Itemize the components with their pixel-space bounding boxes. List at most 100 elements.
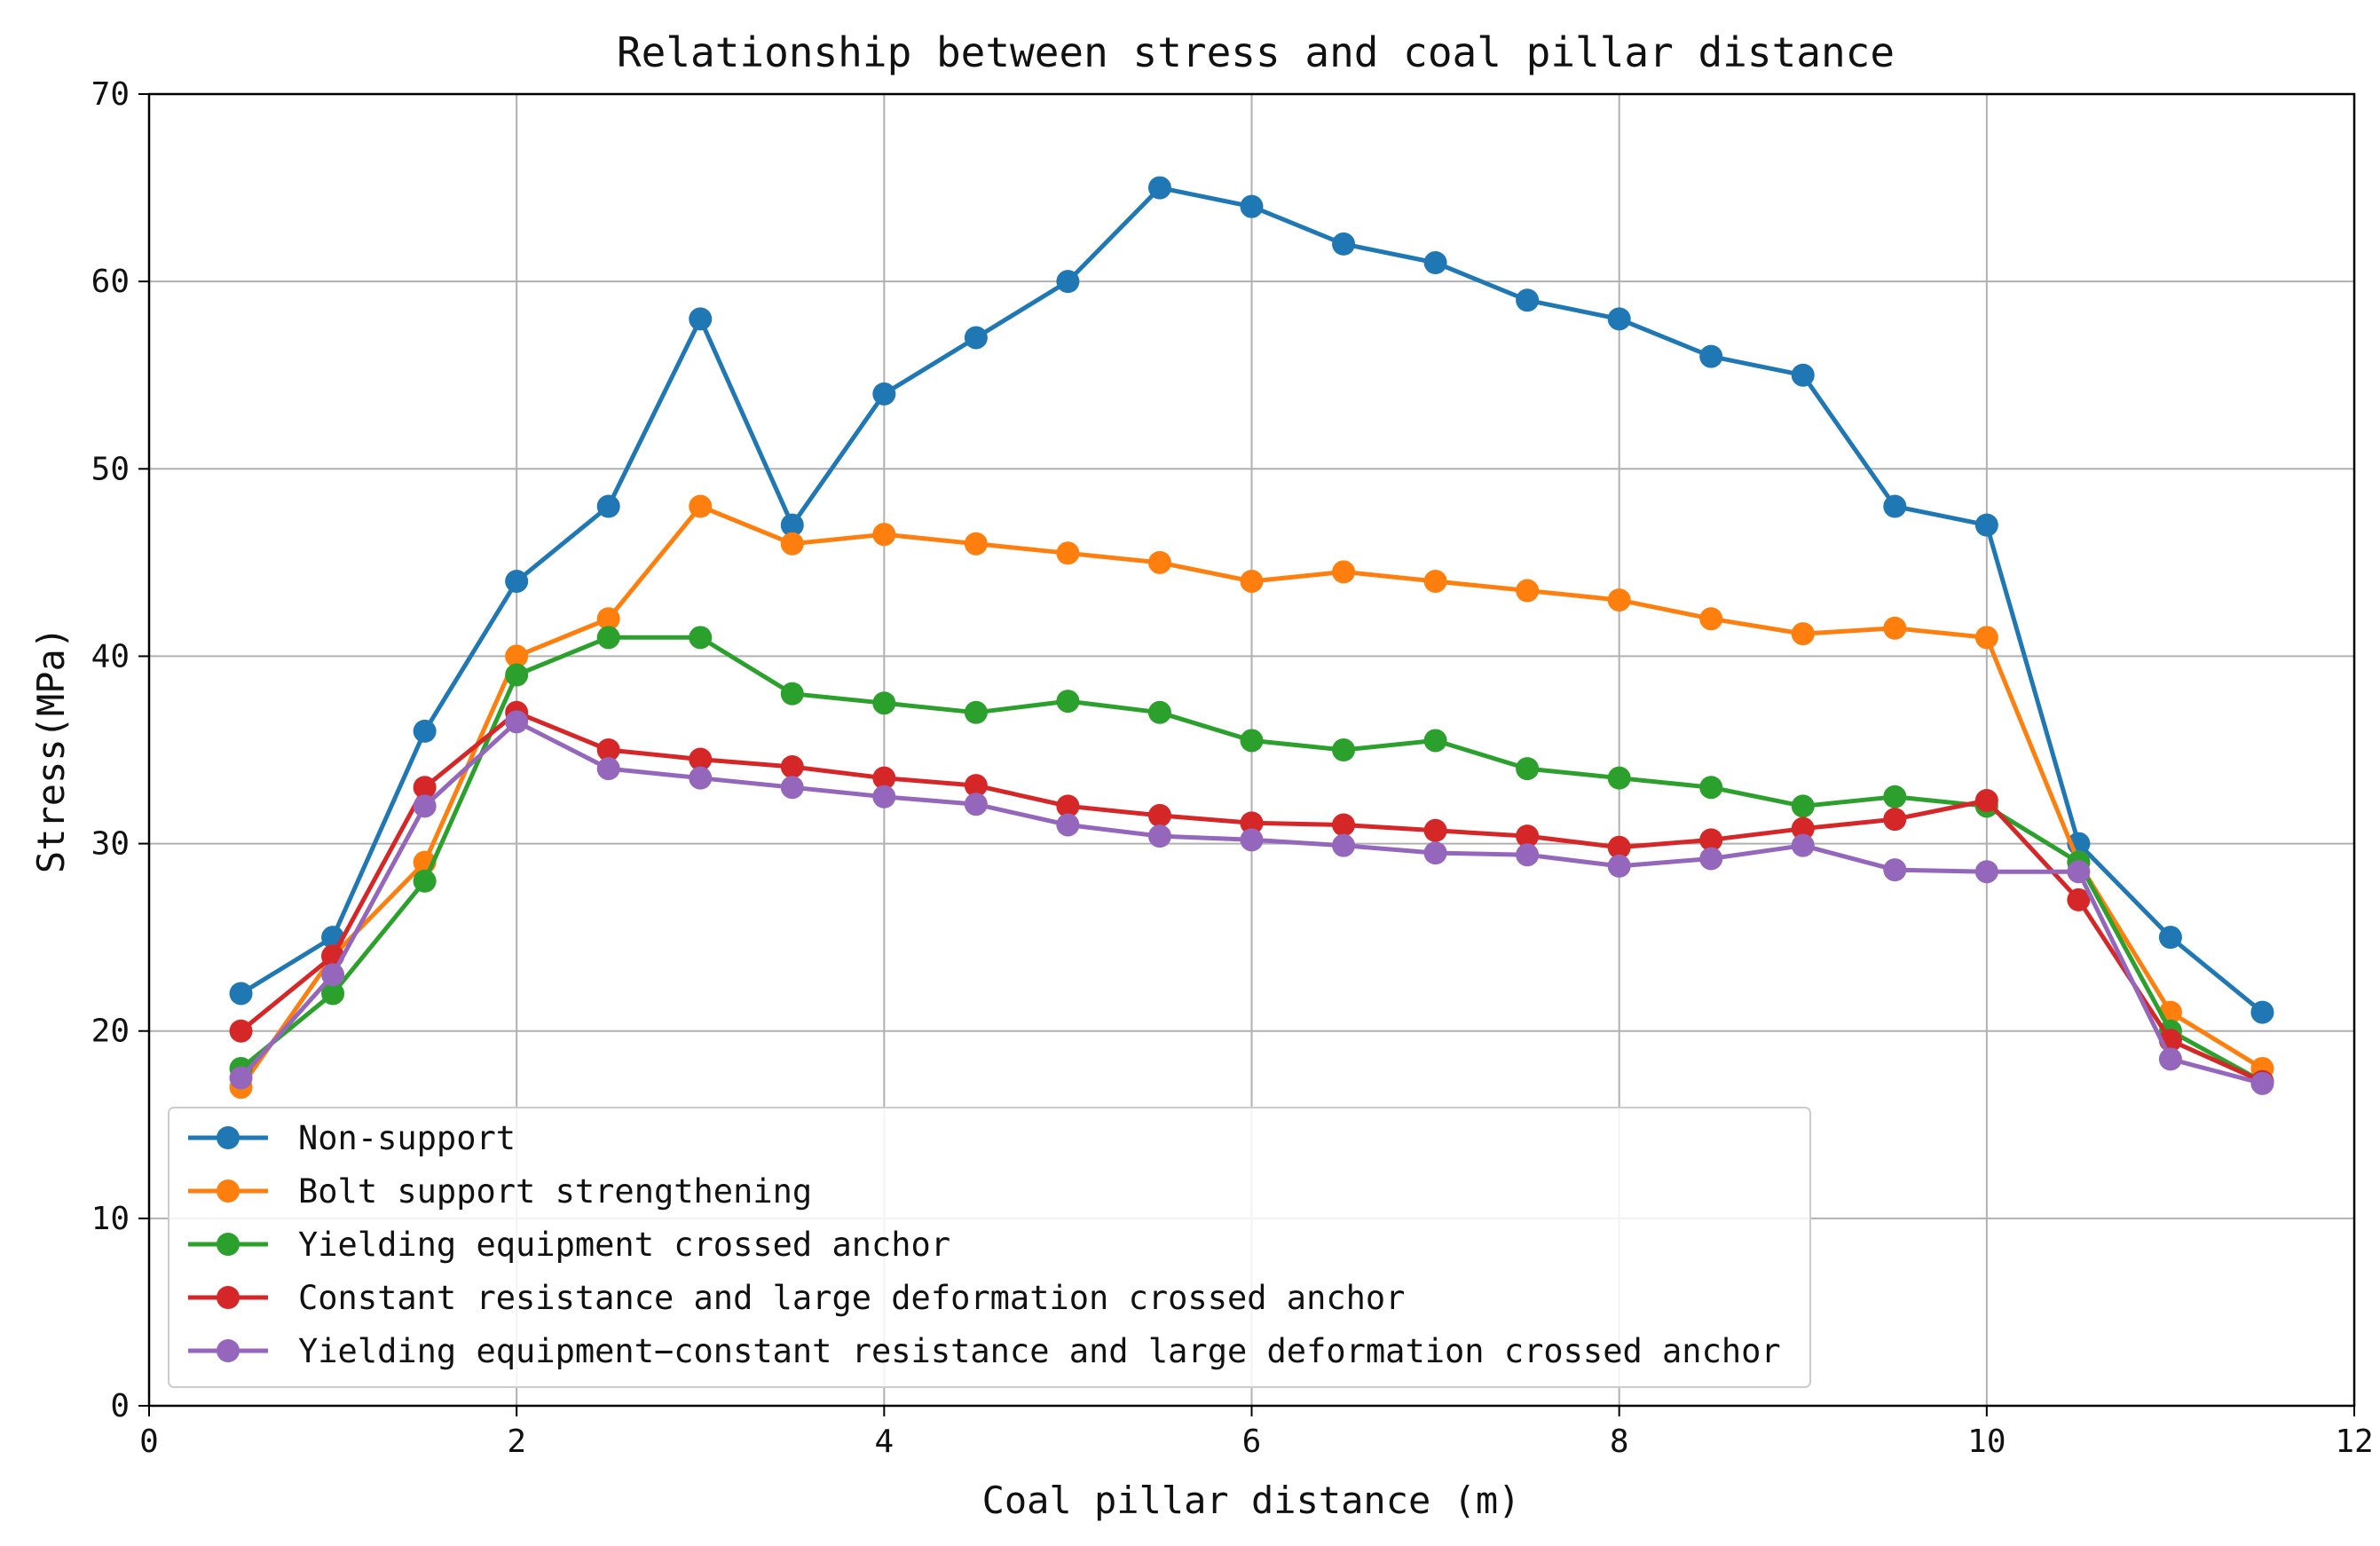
data-point [2250,1000,2274,1024]
data-point [1423,729,1447,753]
data-point [1240,729,1264,753]
data-point [964,793,988,816]
data-point [1240,811,1264,835]
data-point [229,982,253,1006]
x-tick-label: 0 [139,1424,159,1460]
data-point [1607,307,1631,331]
legend-label: Yielding equipment−constant resistance a… [298,1332,1781,1370]
data-point [1332,738,1356,761]
y-tick-label: 50 [91,451,130,487]
data-point [229,1066,253,1090]
data-point [505,663,529,687]
data-point [1883,808,1907,832]
y-axis-title: Stress(MPa) [29,627,73,873]
data-point [1332,560,1356,584]
data-point [1516,757,1540,781]
legend-label: Constant resistance and large deformatio… [298,1279,1405,1317]
data-point [1699,344,1723,368]
data-point [964,326,988,350]
data-point [596,607,620,631]
data-point [1423,841,1447,865]
legend-item: Yielding equipment−constant resistance a… [188,1332,1781,1370]
legend-marker [217,1126,240,1149]
series-0 [229,176,2274,1024]
data-point [1516,288,1540,312]
legend-label: Non-support [298,1119,516,1157]
data-point [1791,794,1815,818]
data-point [413,776,437,800]
data-point [596,494,620,518]
data-point [872,766,896,790]
data-point [964,532,988,556]
data-point [229,1019,253,1043]
y-tick-label: 10 [91,1201,130,1237]
data-point [780,513,804,537]
data-point [1056,794,1080,818]
data-point [1883,494,1907,518]
legend-item: Constant resistance and large deformatio… [188,1279,1405,1317]
y-tick-label: 70 [91,76,130,113]
x-tick-label: 2 [507,1424,526,1460]
legend-label: Bolt support strengthening [298,1172,812,1211]
data-point [1607,835,1631,859]
data-point [505,710,529,734]
legend: Non-support Bolt support strengthening Yie… [168,1107,1811,1388]
data-point [1699,607,1723,631]
data-point [1147,824,1171,848]
data-point [1147,803,1171,827]
legend-item: Yielding equipment crossed anchor [188,1226,950,1264]
data-point [1240,569,1264,593]
data-point [596,626,620,650]
data-point [1332,813,1356,837]
data-point [321,963,345,987]
data-point [413,869,437,893]
data-point [1607,854,1631,878]
data-point [2067,860,2091,884]
y-tick-label: 20 [91,1014,130,1050]
legend-item: Bolt support strengthening [188,1172,812,1211]
data-point [1423,818,1447,842]
legend-marker [217,1339,240,1362]
data-point [1791,833,1815,857]
legend-box [168,1107,1811,1388]
data-point [872,785,896,808]
y-tick-label: 0 [110,1388,130,1424]
plot-frame [147,92,2356,1408]
data-point [596,738,620,761]
data-point [689,747,713,771]
data-point [1516,843,1540,867]
data-point [1974,513,1998,537]
data-point [1423,251,1447,275]
data-point [1699,776,1723,800]
legend-label: Yielding equipment crossed anchor [298,1226,950,1264]
data-point [2158,1047,2182,1071]
data-point [780,532,804,556]
y-tick-label: 30 [91,826,130,863]
legend-marker [217,1286,240,1309]
data-point [1883,616,1907,640]
chart-title: Relationship between stress and coal pil… [617,28,1895,76]
data-point [1056,813,1080,837]
x-tick-label: 6 [1242,1424,1262,1460]
data-point [413,794,437,818]
data-point [1332,833,1356,857]
legend-marker [217,1233,240,1256]
y-tick-label: 60 [91,264,130,300]
data-point [689,307,713,331]
x-axis-title: Coal pillar distance (m) [982,1479,1521,1522]
x-tick-label: 8 [1610,1424,1629,1460]
data-point [872,523,896,547]
data-point [1147,700,1171,724]
data-point [2250,1071,2274,1095]
data-point [2158,926,2182,950]
data-point [1516,824,1540,848]
y-tick-label: 40 [91,638,130,674]
data-point [1974,626,1998,650]
data-point [780,755,804,779]
series-4 [229,710,2274,1095]
data-point [1056,270,1080,294]
data-point [1056,541,1080,565]
data-point [1240,828,1264,852]
data-point [2067,887,2091,911]
